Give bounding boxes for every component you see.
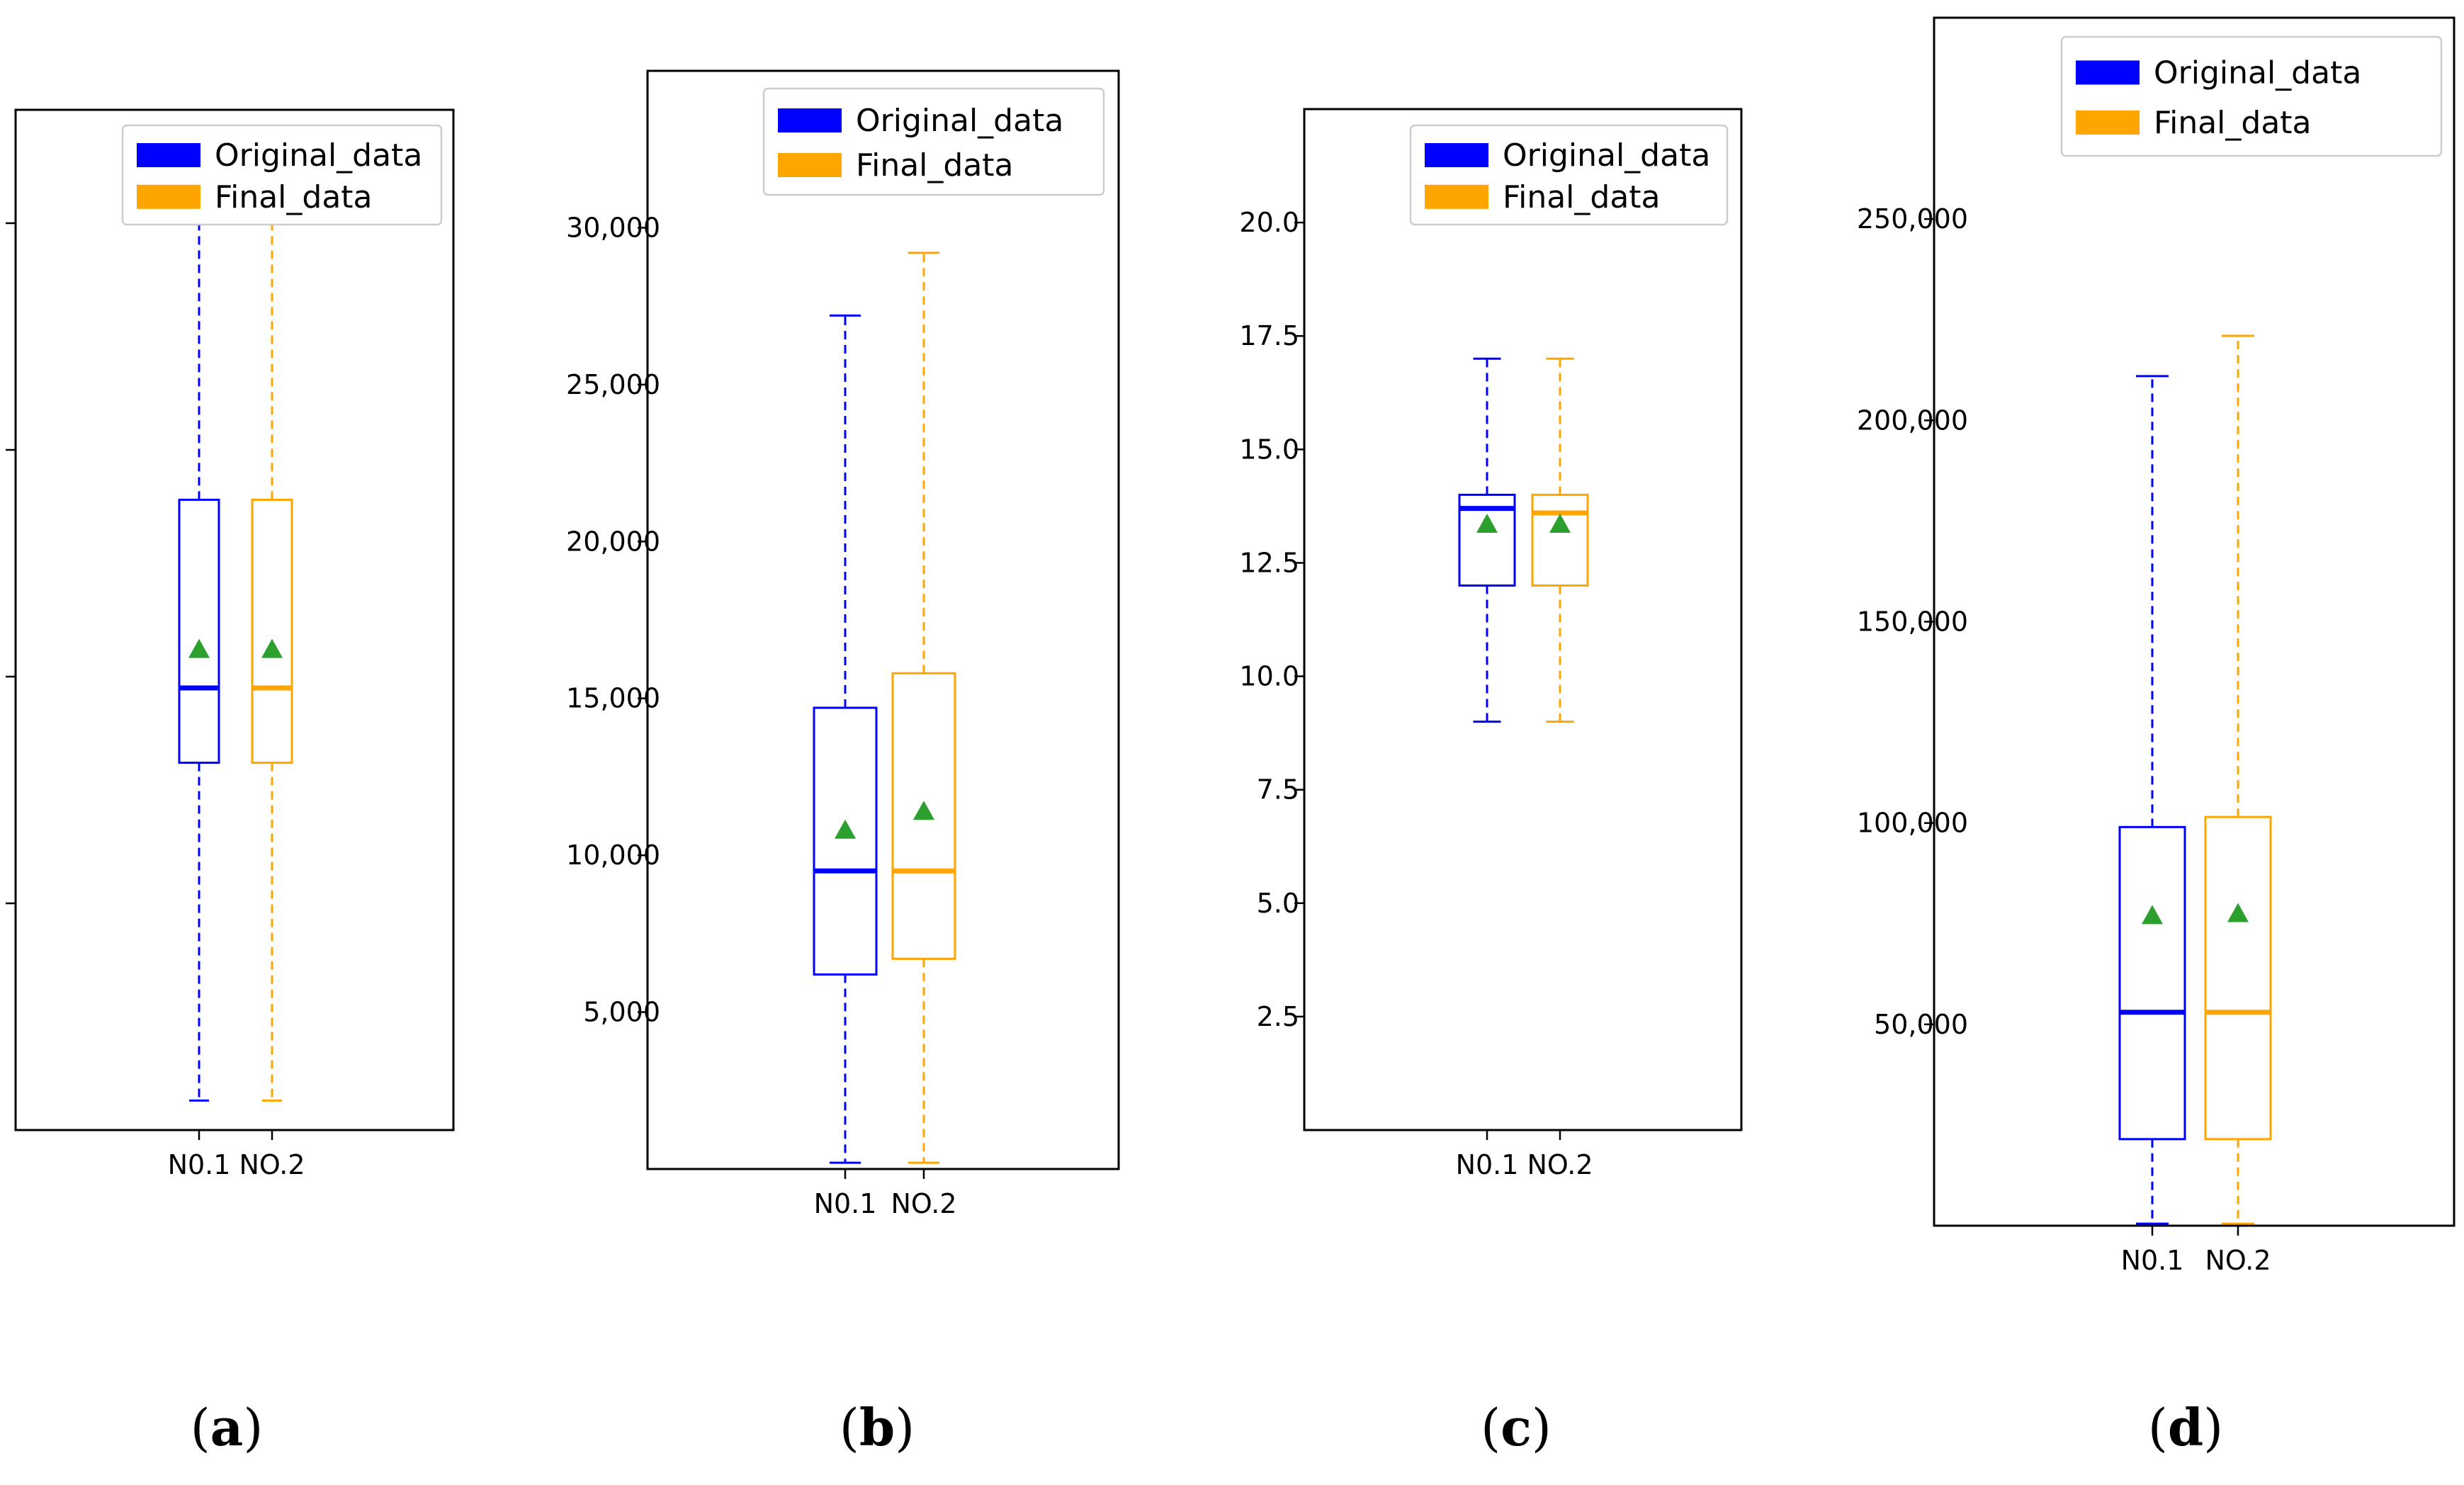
y-tick-label: 250,000 (1857, 203, 1968, 235)
legend-frame (1409, 124, 1729, 226)
iqr-box (891, 672, 956, 960)
legend-swatch-original (778, 108, 842, 132)
mean-marker (1476, 514, 1498, 533)
box-original (178, 222, 220, 1102)
legend: Original_data Final_data (1409, 124, 1729, 226)
box-original (813, 314, 878, 1164)
legend-swatch-final (778, 153, 842, 177)
legend-label-final: Final_data (1503, 179, 1661, 215)
mean-marker (2142, 905, 2163, 925)
y-tick-label: 10,000 (566, 840, 660, 871)
iqr-box (251, 498, 293, 764)
legend-label-original: Original_data (856, 103, 1063, 139)
box-final (2204, 334, 2272, 1225)
x-tick-label: NO.2 (1527, 1149, 1593, 1180)
mean-marker (1549, 514, 1571, 533)
legend: Original_data Final_data (121, 124, 443, 226)
mean-marker (188, 638, 210, 658)
y-tick-label: 5.0 (1257, 888, 1299, 919)
x-tick-label: NO.2 (891, 1188, 956, 1219)
y-tick-label: 10.0 (1239, 661, 1299, 692)
legend-frame (762, 87, 1105, 196)
box-final (251, 222, 293, 1102)
legend-swatch-final (2076, 110, 2140, 135)
legend: Original_data Final_data (2060, 35, 2443, 157)
legend-frame (121, 124, 443, 226)
panel-caption: (d) (2148, 1397, 2224, 1457)
y-tick-label: 15.0 (1239, 434, 1299, 465)
iqr-box (178, 498, 220, 764)
panels: 100200300400N0.1NO.2Original_dataFinal_d… (6, 16, 2455, 1457)
y-tick-label: 17.5 (1239, 320, 1299, 351)
legend-label-original: Original_data (2154, 55, 2361, 91)
legend-swatch-final (137, 184, 200, 209)
legend-label-original: Original_data (1503, 137, 1710, 174)
legend-label-original: Original_data (215, 137, 422, 174)
y-tick-label: 2.5 (1257, 1001, 1299, 1032)
panel-caption: (b) (840, 1397, 915, 1457)
x-tick-label: NO.2 (2205, 1245, 2271, 1276)
x-tick-label: N0.1 (168, 1149, 231, 1180)
panel-a: 100200300400N0.1NO.2Original_dataFinal_d… (6, 108, 455, 1457)
legend-frame (2060, 35, 2443, 157)
legend-label-final: Final_data (215, 179, 373, 215)
panel-b: 5,000 10,000 15,000 20,000 25,000 30,000 N0.1 N… (566, 69, 1120, 1457)
legend-swatch-original (137, 143, 200, 167)
legend-label-final: Final_data (856, 147, 1014, 183)
iqr-box (2204, 815, 2272, 1141)
y-tick-label: 20.0 (1239, 207, 1299, 238)
y-tick-label: 25,000 (566, 369, 660, 400)
mean-marker (261, 638, 283, 658)
panel-caption: (a) (191, 1397, 264, 1457)
y-tick-label: 30,000 (566, 212, 660, 243)
panel-c: 2.5 5.0 7.5 10.0 12.5 15.0 17.5 20.0 N0.1 NO.2 Ori… (1239, 108, 1743, 1457)
axes-frame (14, 108, 455, 1131)
mean-marker (835, 819, 856, 839)
y-tick-label: 100,000 (1857, 808, 1968, 839)
iqr-box (813, 706, 878, 976)
iqr-box (1458, 493, 1516, 587)
x-tick-label: N0.1 (814, 1188, 877, 1219)
box-original (1458, 357, 1516, 723)
y-tick-label: 5,000 (583, 997, 660, 1028)
mean-marker (913, 801, 934, 820)
y-tick-label: 7.5 (1257, 774, 1299, 806)
y-tick-label: 50,000 (1874, 1009, 1968, 1040)
x-tick-label: N0.1 (1456, 1149, 1519, 1180)
legend-swatch-original (1425, 143, 1488, 167)
legend-swatch-final (1425, 184, 1488, 209)
iqr-box (2118, 825, 2186, 1141)
x-tick-label: NO.2 (239, 1149, 305, 1180)
box-final (891, 252, 956, 1164)
box-final (1531, 357, 1589, 723)
y-tick-label: 150,000 (1857, 606, 1968, 638)
legend-label-final: Final_data (2154, 105, 2312, 141)
y-tick-label: 200,000 (1857, 405, 1968, 436)
y-tick-label: 15,000 (566, 683, 660, 714)
legend-swatch-original (2076, 60, 2140, 85)
y-tick-label: 20,000 (566, 526, 660, 557)
mean-marker (2227, 903, 2249, 922)
legend: Original_data Final_data (762, 87, 1105, 196)
y-tick-label: 12.5 (1239, 547, 1299, 578)
box-original (2118, 375, 2186, 1225)
axes-frame (646, 69, 1120, 1170)
iqr-box (1531, 493, 1589, 587)
x-tick-label: N0.1 (2121, 1245, 2184, 1276)
axes-frame (1303, 108, 1743, 1131)
panel-caption: (c) (1481, 1397, 1552, 1457)
panel-d: 50,000 100,000 150,000 200,000 250,000 N0.1 NO… (1857, 16, 2455, 1457)
